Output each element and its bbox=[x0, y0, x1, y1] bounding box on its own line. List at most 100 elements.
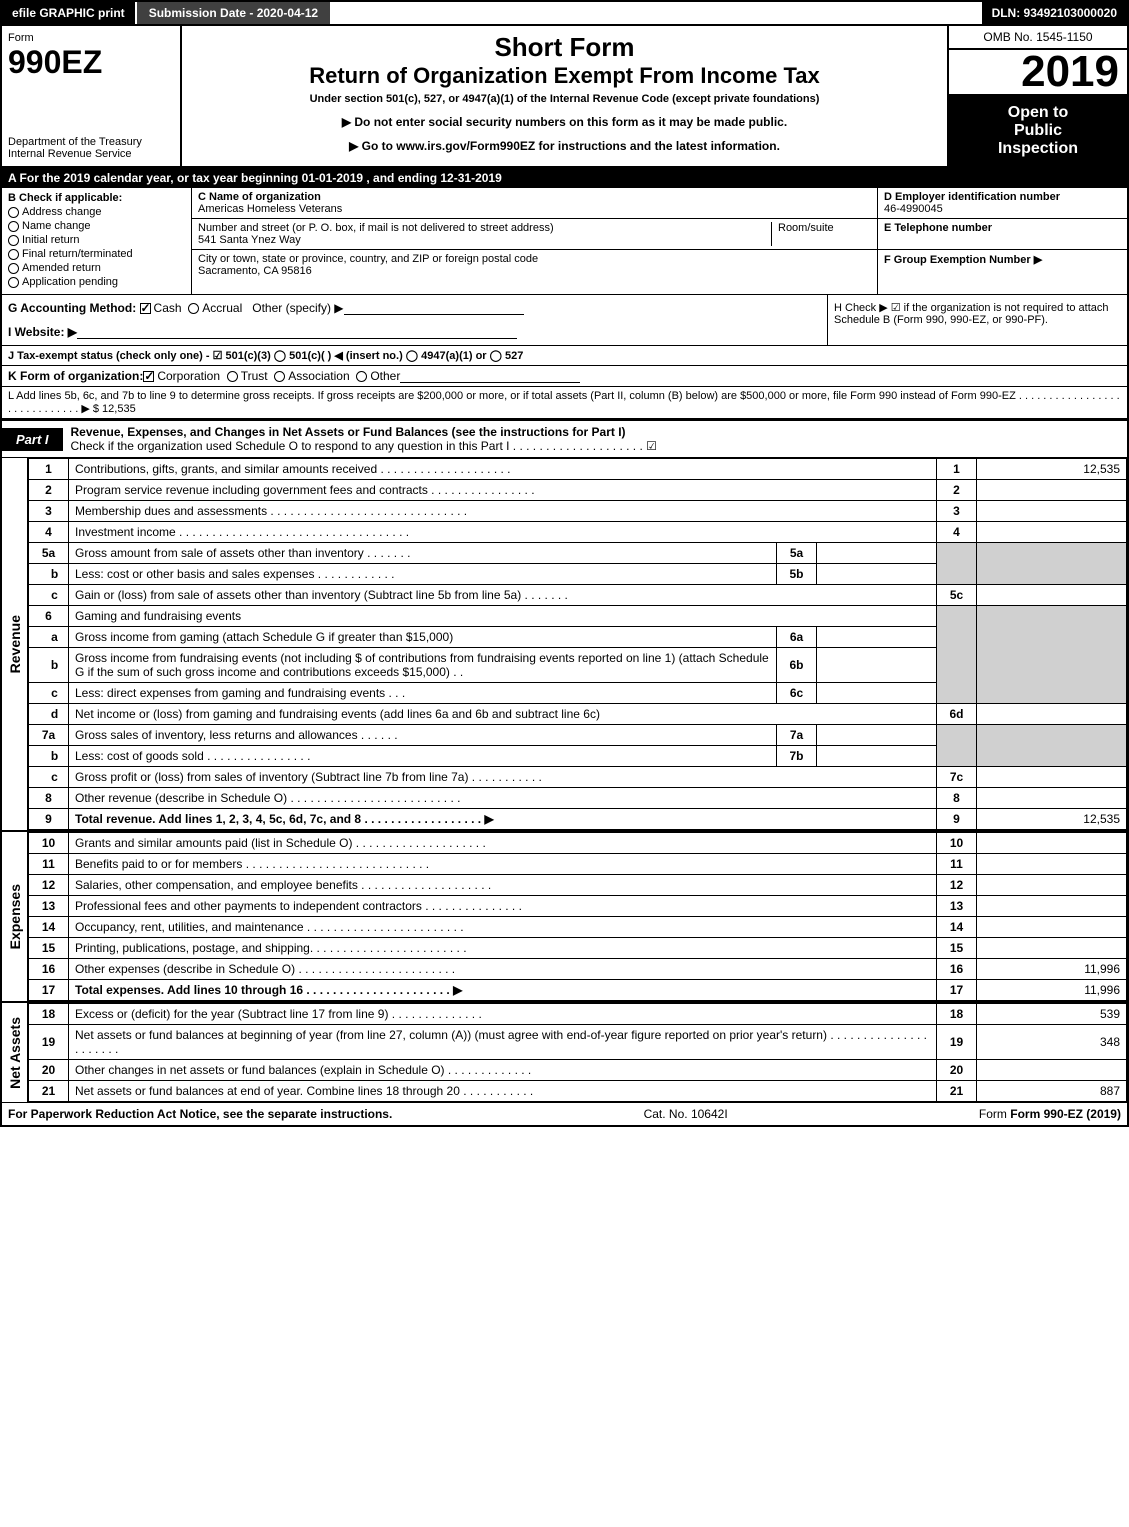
l6-shade-val bbox=[977, 606, 1127, 704]
l8-desc: Other revenue (describe in Schedule O) .… bbox=[69, 788, 937, 809]
telephone-row: E Telephone number bbox=[878, 219, 1127, 250]
l5c-num: c bbox=[29, 585, 69, 606]
l12-ln: 12 bbox=[937, 875, 977, 896]
street-value: 541 Santa Ynez Way bbox=[198, 234, 771, 246]
l20-val bbox=[977, 1060, 1127, 1081]
l6b-num: b bbox=[29, 648, 69, 683]
l7a-num: 7a bbox=[29, 725, 69, 746]
chk-addr-label: Address change bbox=[22, 206, 102, 218]
expenses-table: 10Grants and similar amounts paid (list … bbox=[28, 832, 1127, 1001]
chk-other-org[interactable] bbox=[356, 371, 367, 382]
l15-val bbox=[977, 938, 1127, 959]
l10-num: 10 bbox=[29, 833, 69, 854]
form-990ez-page: efile GRAPHIC print Submission Date - 20… bbox=[0, 0, 1129, 1127]
chk-amended-return[interactable]: Amended return bbox=[8, 262, 185, 274]
chk-application-pending[interactable]: Application pending bbox=[8, 276, 185, 288]
chk-association[interactable] bbox=[274, 371, 285, 382]
chk-name-change[interactable]: Name change bbox=[8, 220, 185, 232]
chk-final-return[interactable]: Final return/terminated bbox=[8, 248, 185, 260]
l11-val bbox=[977, 854, 1127, 875]
cash-label: Cash bbox=[154, 301, 182, 315]
tax-year: 2019 bbox=[949, 50, 1127, 96]
l5-shade bbox=[937, 543, 977, 585]
l2-val bbox=[977, 480, 1127, 501]
l18-num: 18 bbox=[29, 1004, 69, 1025]
i-label: I Website: ▶ bbox=[8, 325, 77, 339]
l7b-num: b bbox=[29, 746, 69, 767]
form-ref: Form Form 990-EZ (2019) bbox=[979, 1107, 1121, 1121]
under-section: Under section 501(c), 527, or 4947(a)(1)… bbox=[192, 93, 937, 105]
header-center: Short Form Return of Organization Exempt… bbox=[182, 26, 947, 166]
other-org-field[interactable] bbox=[400, 369, 580, 383]
l13-val bbox=[977, 896, 1127, 917]
form-number: 990EZ bbox=[8, 44, 174, 81]
row-g-accounting: G Accounting Method: Cash Accrual Other … bbox=[8, 301, 821, 315]
room-suite-label: Room/suite bbox=[771, 222, 871, 246]
org-name-value: Americas Homeless Veterans bbox=[198, 203, 871, 215]
l4-ln: 4 bbox=[937, 522, 977, 543]
j-content: J Tax-exempt status (check only one) - ☑… bbox=[8, 349, 523, 362]
l12-val bbox=[977, 875, 1127, 896]
l6c-mv bbox=[817, 683, 937, 704]
other-specify-field[interactable] bbox=[344, 301, 524, 315]
l21-desc: Net assets or fund balances at end of ye… bbox=[69, 1081, 937, 1102]
l12-desc: Salaries, other compensation, and employ… bbox=[69, 875, 937, 896]
row-l-gross-receipts: L Add lines 5b, 6c, and 7b to line 9 to … bbox=[2, 387, 1127, 419]
l8-num: 8 bbox=[29, 788, 69, 809]
l5c-desc: Gain or (loss) from sale of assets other… bbox=[69, 585, 937, 606]
l16-num: 16 bbox=[29, 959, 69, 980]
pra-notice: For Paperwork Reduction Act Notice, see … bbox=[8, 1107, 392, 1121]
goto-link[interactable]: ▶ Go to www.irs.gov/Form990EZ for instru… bbox=[192, 139, 937, 153]
l7c-val bbox=[977, 767, 1127, 788]
dept-treasury: Department of the Treasury Internal Reve… bbox=[8, 136, 174, 160]
l10-desc: Grants and similar amounts paid (list in… bbox=[69, 833, 937, 854]
chk-trust[interactable] bbox=[227, 371, 238, 382]
website-field[interactable] bbox=[77, 325, 517, 339]
l11-ln: 11 bbox=[937, 854, 977, 875]
l18-ln: 18 bbox=[937, 1004, 977, 1025]
open-line2: Public bbox=[953, 122, 1123, 140]
efile-print-button[interactable]: efile GRAPHIC print bbox=[2, 2, 137, 24]
l7b-ml: 7b bbox=[777, 746, 817, 767]
corp-label: Corporation bbox=[157, 369, 220, 383]
l19-val: 348 bbox=[977, 1025, 1127, 1060]
chk-address-change[interactable]: Address change bbox=[8, 206, 185, 218]
l2-ln: 2 bbox=[937, 480, 977, 501]
chk-corporation[interactable] bbox=[143, 371, 154, 382]
l3-desc: Membership dues and assessments . . . . … bbox=[69, 501, 937, 522]
l1-desc: Contributions, gifts, grants, and simila… bbox=[69, 459, 937, 480]
l1-num: 1 bbox=[29, 459, 69, 480]
l6b-mv bbox=[817, 648, 937, 683]
row-k-form-org: K Form of organization: Corporation Trus… bbox=[2, 366, 1127, 387]
l5c-val bbox=[977, 585, 1127, 606]
dept-line2: Internal Revenue Service bbox=[8, 148, 174, 160]
l19-ln: 19 bbox=[937, 1025, 977, 1060]
l14-num: 14 bbox=[29, 917, 69, 938]
accrual-label: Accrual bbox=[202, 301, 242, 315]
g-label: G Accounting Method: bbox=[8, 301, 140, 315]
l14-desc: Occupancy, rent, utilities, and maintena… bbox=[69, 917, 937, 938]
open-line1: Open to bbox=[953, 104, 1123, 122]
l8-ln: 8 bbox=[937, 788, 977, 809]
l5b-num: b bbox=[29, 564, 69, 585]
l21-val: 887 bbox=[977, 1081, 1127, 1102]
l6b-ml: 6b bbox=[777, 648, 817, 683]
city-value: Sacramento, CA 95816 bbox=[198, 265, 538, 277]
l1-ln: 1 bbox=[937, 459, 977, 480]
page-footer: For Paperwork Reduction Act Notice, see … bbox=[2, 1102, 1127, 1125]
l6d-num: d bbox=[29, 704, 69, 725]
org-name-row: C Name of organization Americas Homeless… bbox=[192, 188, 877, 219]
part-i-label: Part I bbox=[2, 428, 63, 451]
part-i-title: Revenue, Expenses, and Changes in Net As… bbox=[63, 421, 1127, 457]
revenue-table: 1Contributions, gifts, grants, and simil… bbox=[28, 458, 1127, 830]
form-header: Form 990EZ Department of the Treasury In… bbox=[2, 24, 1127, 168]
chk-initial-return[interactable]: Initial return bbox=[8, 234, 185, 246]
l6b-desc: Gross income from fundraising events (no… bbox=[69, 648, 777, 683]
l6-num: 6 bbox=[29, 606, 69, 627]
chk-accrual[interactable] bbox=[188, 303, 199, 314]
l19-desc: Net assets or fund balances at beginning… bbox=[69, 1025, 937, 1060]
l14-val bbox=[977, 917, 1127, 938]
l20-num: 20 bbox=[29, 1060, 69, 1081]
l13-desc: Professional fees and other payments to … bbox=[69, 896, 937, 917]
chk-cash[interactable] bbox=[140, 303, 151, 314]
